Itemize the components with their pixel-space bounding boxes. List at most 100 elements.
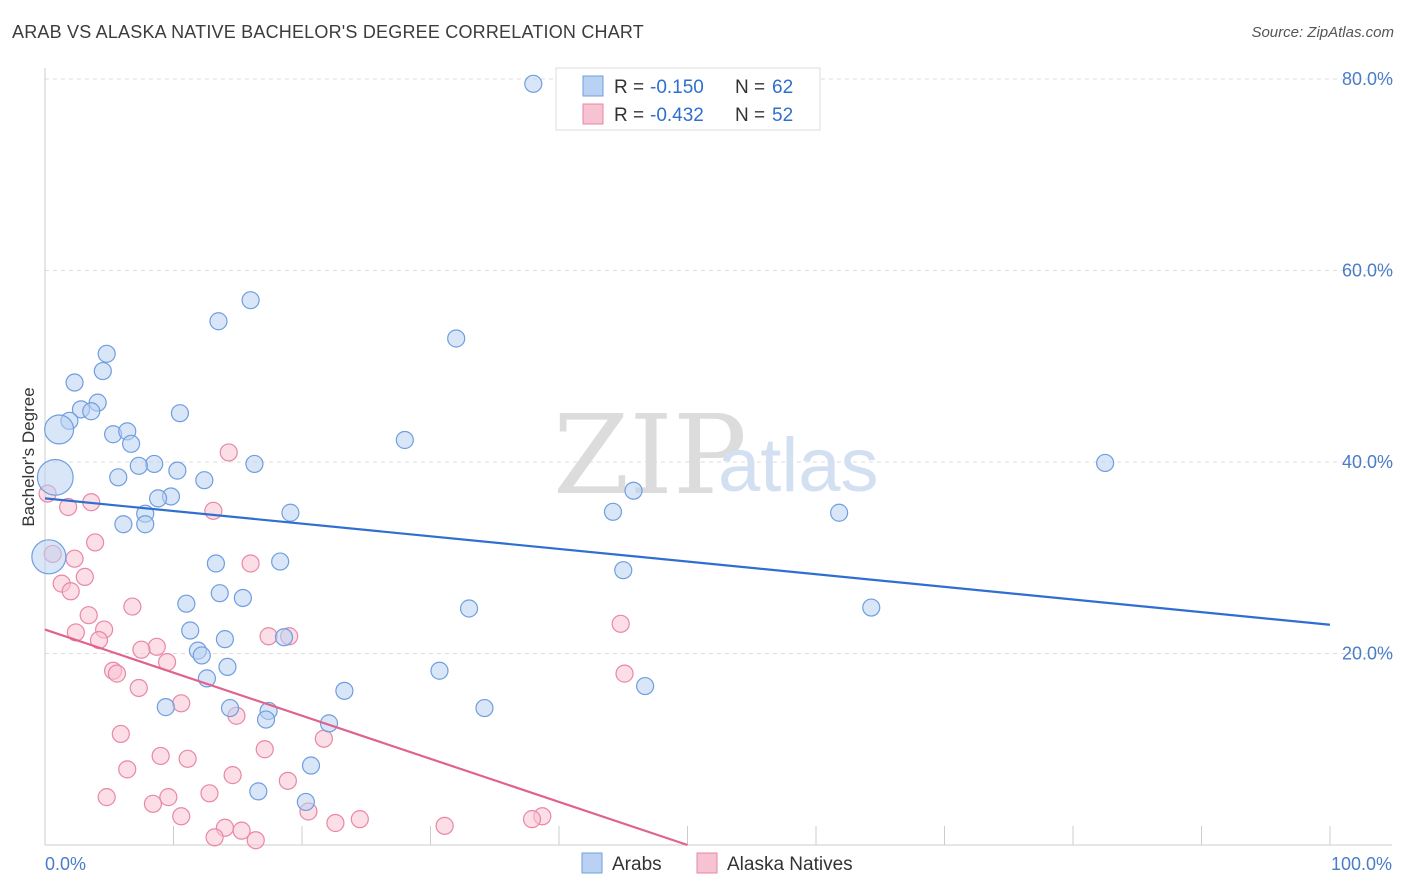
native-point <box>259 627 278 646</box>
source-label: Source: ZipAtlas.com <box>1251 24 1394 41</box>
chart-title: ARAB VS ALASKA NATIVE BACHELOR'S DEGREE … <box>12 22 645 42</box>
arab-point <box>281 503 300 522</box>
arab-point <box>830 503 849 522</box>
arab-point <box>136 515 155 534</box>
arab-point <box>65 373 84 392</box>
arab-point <box>168 461 187 480</box>
arab-point <box>82 402 101 421</box>
arab-point <box>603 502 623 521</box>
arab-point <box>210 584 229 603</box>
legend-native-r-label: R = <box>614 105 644 126</box>
native-point <box>232 821 251 840</box>
arab-point <box>624 481 643 500</box>
native-point <box>123 597 142 616</box>
native-point <box>65 549 84 568</box>
x-tick-label-min: 0.0% <box>45 854 86 874</box>
watermark: ZIP atlas <box>553 391 879 519</box>
arab-point <box>635 676 655 696</box>
arab-point <box>195 471 214 490</box>
native-point <box>107 664 127 683</box>
native-point <box>172 807 191 826</box>
legend-bottom-arab-swatch <box>581 852 603 874</box>
arab-point <box>215 630 234 649</box>
native-point <box>200 784 219 803</box>
native-point <box>151 746 170 766</box>
x-tick-labels: 0.0% 100.0% <box>45 854 1392 874</box>
arab-point <box>44 414 75 445</box>
y-axis-label: Bachelor's Degree <box>19 387 38 526</box>
native-point <box>132 640 151 659</box>
native-point <box>61 582 80 601</box>
arab-point <box>220 698 240 718</box>
native-point <box>75 567 94 587</box>
arab-point <box>121 434 141 453</box>
arab-point <box>524 74 543 93</box>
legend-bottom-native-swatch <box>696 852 718 874</box>
x-tick-label-max: 100.0% <box>1331 854 1392 874</box>
legend-arab-swatch <box>582 75 604 97</box>
native-point <box>118 760 137 779</box>
native-point <box>350 810 369 829</box>
legend-arab-n-value: 62 <box>772 77 793 98</box>
arab-point <box>459 599 479 618</box>
native-point <box>172 694 191 713</box>
arab-point <box>862 598 881 617</box>
legend-arab-r-value: -0.150 <box>650 77 704 98</box>
native-point <box>59 497 78 517</box>
native-point <box>326 813 345 833</box>
native-point <box>143 794 163 813</box>
arab-point <box>233 588 252 608</box>
native-point <box>86 533 105 552</box>
arab-point <box>97 344 116 363</box>
arab-point <box>241 291 260 310</box>
arab-point <box>271 552 290 571</box>
series-alaska-natives-points <box>38 443 634 850</box>
arab-point <box>129 456 148 475</box>
arab-point <box>1096 453 1115 473</box>
arab-point <box>249 782 268 801</box>
arab-point <box>245 454 264 474</box>
arab-point <box>395 430 414 450</box>
legend-arab-n-label: N = <box>735 77 765 98</box>
legend-bottom-native-label: Alaska Natives <box>727 854 853 875</box>
arab-point <box>145 454 164 474</box>
native-point <box>522 810 542 829</box>
y-tick-label: 60.0% <box>1342 261 1393 281</box>
legend-arab-r-label: R = <box>614 77 644 98</box>
arab-point <box>335 681 354 700</box>
legend-native-n-label: N = <box>735 105 765 126</box>
arab-point <box>218 657 237 677</box>
native-trend-line <box>44 628 688 847</box>
arab-point <box>177 594 196 613</box>
arab-point <box>301 756 321 775</box>
trend-lines <box>44 497 1331 847</box>
axes <box>44 68 1392 846</box>
arab-point <box>36 458 74 496</box>
arab-trend-line <box>44 497 1331 626</box>
arab-point <box>192 646 211 665</box>
legend-bottom: Arabs Alaska Natives <box>581 852 853 875</box>
y-tick-label: 40.0% <box>1342 452 1393 472</box>
watermark-zip: ZIP <box>553 391 747 519</box>
native-point <box>147 637 166 656</box>
grid <box>45 78 1392 845</box>
legend-native-r-value: -0.432 <box>650 105 704 126</box>
arab-point <box>614 561 633 580</box>
native-point <box>314 729 333 748</box>
arab-point <box>256 710 276 729</box>
native-point <box>97 788 116 807</box>
native-point <box>178 749 197 768</box>
native-point <box>255 740 274 759</box>
arab-point <box>206 554 226 573</box>
legend-top: R = -0.150 N = 62 R = -0.432 N = 52 <box>555 67 821 131</box>
arab-point <box>319 714 339 733</box>
arab-point <box>209 312 228 331</box>
arab-point <box>274 628 294 647</box>
native-point <box>204 501 223 520</box>
native-point <box>129 678 148 698</box>
native-point <box>435 816 454 835</box>
native-point <box>246 831 265 850</box>
arab-point <box>156 698 175 717</box>
native-point <box>615 664 634 683</box>
